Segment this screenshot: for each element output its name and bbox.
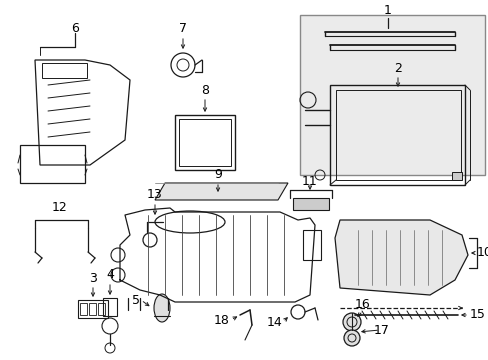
Bar [20, 145, 85, 183]
Text: 13: 13 [147, 189, 163, 202]
Bar [175, 115, 235, 170]
Bar [103, 298, 117, 316]
Text: 14: 14 [265, 315, 282, 328]
Bar [89, 303, 96, 315]
Text: 12: 12 [52, 202, 68, 215]
Text: 3: 3 [89, 271, 97, 284]
Text: 15: 15 [469, 309, 485, 321]
Text: 2: 2 [393, 62, 401, 75]
Text: 1: 1 [383, 4, 391, 17]
Text: 6: 6 [71, 22, 79, 35]
Polygon shape [334, 220, 467, 295]
Text: 8: 8 [201, 84, 208, 96]
Ellipse shape [154, 294, 170, 322]
Bar [329, 85, 464, 185]
Circle shape [342, 313, 360, 331]
Bar [451, 172, 461, 180]
Text: 4: 4 [106, 269, 114, 282]
Bar [335, 90, 460, 180]
Text: 10: 10 [476, 247, 488, 260]
Bar [292, 198, 328, 210]
Text: 9: 9 [214, 168, 222, 181]
Bar [98, 303, 105, 315]
Bar [299, 15, 484, 175]
Circle shape [343, 330, 359, 346]
Bar [78, 300, 108, 318]
Text: 18: 18 [214, 314, 229, 327]
Polygon shape [155, 183, 287, 200]
Bar [80, 303, 87, 315]
Text: 5: 5 [132, 293, 140, 306]
Text: 11: 11 [302, 175, 317, 189]
Text: 17: 17 [373, 324, 389, 337]
Bar [42, 63, 87, 78]
Text: 7: 7 [179, 22, 186, 35]
Bar [179, 119, 230, 166]
Text: 16: 16 [354, 298, 370, 311]
Bar [303, 230, 320, 260]
